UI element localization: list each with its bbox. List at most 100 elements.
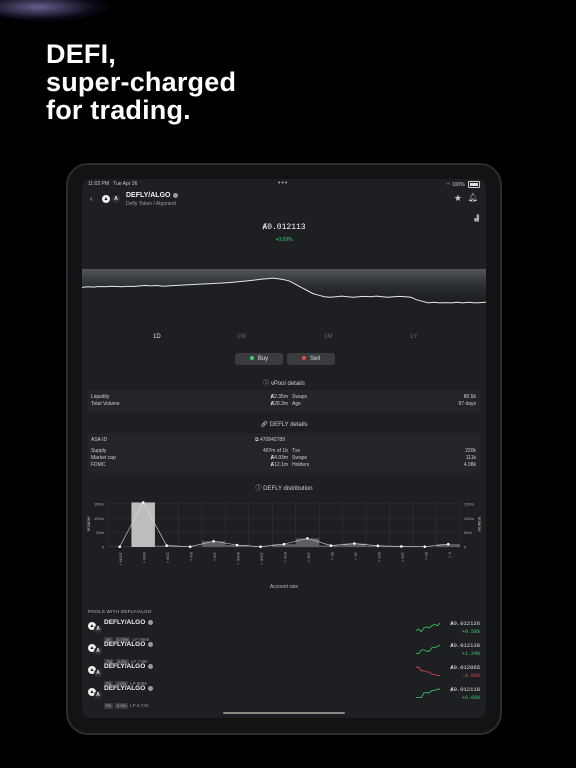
fdmc-text: 12.1m: [274, 462, 288, 468]
distribution-bar: [131, 502, 155, 547]
fdmc-value: Ⱥ12.1m: [228, 462, 288, 468]
distribution-section-title: ⓘ DEFLY distribution: [82, 483, 486, 492]
x-tick-label: 500K <: [236, 552, 241, 565]
wifi-icon: ◠: [446, 181, 451, 188]
price-area-chart[interactable]: [82, 269, 486, 314]
y-axis-label-left: Volume: [86, 516, 91, 532]
pool-price: Ⱥ0.012118: [428, 686, 480, 693]
distribution-point: [400, 545, 403, 548]
holders-label: Holders: [292, 462, 310, 468]
distribution-chart[interactable]: 150m 150m 100m 100m 50m 50m 0 0 100M < 50M < 10M <…: [82, 491, 486, 601]
distribution-point: [118, 545, 122, 549]
y-tick-left: 50m: [96, 530, 104, 535]
supply-value: 407m of 1b: [262, 448, 288, 454]
pool-price: Ⱥ0.012138: [428, 642, 480, 649]
y-tick-right: 50m: [464, 530, 472, 535]
distribution-bar: [295, 538, 320, 547]
price-change: +0.09%: [275, 237, 293, 243]
vpool-card: Liquidity Ⱥ2.35m Total Volume Ⱥ28.3m Swa…: [88, 390, 480, 412]
verified-icon: [173, 192, 179, 198]
notification-bell-icon[interactable]: 🔔︎: [467, 193, 478, 202]
x-tick-label: 10K <: [306, 552, 311, 563]
pool-sparkline: [416, 644, 440, 654]
total-volume-label: Total Volume: [91, 401, 120, 407]
market-cap-label: Market cap: [91, 455, 116, 461]
x-tick-label: 50M <: [142, 552, 147, 564]
sell-dot-icon: [301, 356, 306, 361]
defly-swaps-label: Swaps: [292, 455, 308, 461]
battery-text: 100%: [451, 181, 465, 188]
pool-row[interactable]: ▲ A DEFLY/ALGO PA 0.3% LP 6.72K Ⱥ0.012118 +0.60…: [88, 685, 480, 709]
algo-token-icon: A: [94, 625, 102, 633]
link-icon: 🔗︎: [260, 422, 269, 428]
pool-meta: PA 0.3% LP 6.72K: [104, 694, 149, 712]
pool-lp: LP 998K: [132, 637, 150, 642]
pool-fee-tag: 1.0%: [115, 681, 129, 687]
timeframe-1m[interactable]: 1M: [324, 334, 333, 340]
algo-symbol-icon: Ⱥ: [450, 686, 454, 693]
sparkline-path: [416, 688, 440, 698]
multitask-dots-icon[interactable]: •••: [278, 180, 289, 187]
y-tick-right: 100m: [464, 516, 475, 521]
pool-price-value: 0.012065: [453, 664, 480, 671]
sparkline-path: [416, 644, 440, 654]
pool-sparkline: [416, 666, 440, 676]
pool-dex-tag: PA: [104, 681, 114, 687]
pool-change: -0.56%: [461, 673, 480, 679]
algo-symbol-icon: Ⱥ: [262, 223, 268, 232]
home-indicator[interactable]: [223, 712, 345, 714]
pool-row[interactable]: ▲ A DEFLY/ALGO TM 0.3% LP 739K Ⱥ0.012138 +1.24%: [88, 641, 480, 665]
sell-button[interactable]: Sell: [287, 353, 335, 365]
pool-fee-tag: 0.75%: [115, 637, 131, 643]
headline-line-3: for trading.: [46, 95, 191, 125]
sparkline-path: [416, 622, 440, 633]
chart-bars-icon[interactable]: ▟: [474, 216, 479, 222]
pool-change: +1.24%: [461, 651, 480, 657]
asa-label: ASA ID: [91, 437, 108, 443]
holders-value: 4.08k: [463, 462, 476, 468]
marketing-headline: DEFI, super-charged for trading.: [46, 40, 236, 124]
buy-button[interactable]: Buy: [235, 353, 283, 365]
total-volume-text: 28.3m: [274, 401, 288, 407]
pool-pair: DEFLY/ALGO: [104, 685, 146, 692]
distribution-point: [188, 545, 192, 549]
pair-title: DEFLY/ALGO: [126, 192, 179, 199]
pool-row[interactable]: ▲ A DEFLY/ALGO PA 1.0% LP 605K Ⱥ0.012065 -0.56%: [88, 663, 480, 687]
x-tick-label: 50K <: [283, 552, 288, 563]
asa-id-value[interactable]: ⧉ 470842789: [255, 437, 285, 443]
pool-price-value: 0.012118: [453, 686, 480, 693]
defly-token-icon: ▲: [102, 195, 110, 203]
y-tick-left: 0: [102, 545, 105, 550]
algo-token-icon: A: [94, 691, 102, 699]
back-chevron-icon[interactable]: ‹: [90, 194, 93, 203]
favorite-star-icon[interactable]: ★: [453, 193, 462, 203]
supply-label: Supply: [91, 448, 107, 454]
copy-icon[interactable]: ⧉: [255, 437, 259, 443]
distribution-bar: [436, 544, 460, 547]
defly-section-title: 🔗︎ DEFLY details: [82, 421, 486, 428]
total-volume-value: Ⱥ28.3m: [228, 401, 288, 407]
pools-heading: POOLS WITH DEFLY/ALGO: [88, 609, 152, 614]
x-tick-label: 100K <: [260, 552, 265, 565]
y-tick-left: 150m: [94, 501, 105, 506]
pool-price: Ⱥ0.012126: [428, 620, 480, 627]
distribution-point: [376, 544, 380, 548]
timeframe-1w[interactable]: 1W: [237, 334, 246, 340]
x-tick-label: 5K <: [330, 552, 335, 561]
timeframe-1d[interactable]: 1D: [153, 334, 161, 340]
pool-meta: AF 0.75% LP 998K: [104, 628, 150, 646]
pool-row[interactable]: ▲ A DEFLY/ALGO AF 0.75% LP 998K Ⱥ0.012126 +0.58…: [88, 619, 480, 643]
x-tick-label: 5M <: [189, 552, 194, 562]
top-left-glow: [0, 0, 110, 22]
pool-meta: PA 1.0% LP 605K: [104, 672, 147, 690]
vpool-section-title: ⓘ vPool details: [82, 378, 486, 387]
distribution-point: [259, 545, 262, 549]
status-bar-right: ◠ 100%: [446, 181, 480, 188]
txs-label: Txs: [292, 448, 301, 454]
y-tick-right: 150m: [464, 501, 475, 506]
pair-subtitle: Defly Token / Algorand: [126, 201, 176, 207]
timeframe-1y[interactable]: 1Y: [410, 334, 418, 340]
x-tick-label: 100M <: [119, 552, 124, 566]
algo-token-icon: A: [94, 647, 102, 655]
liquidity-value: Ⱥ2.35m: [228, 394, 288, 400]
